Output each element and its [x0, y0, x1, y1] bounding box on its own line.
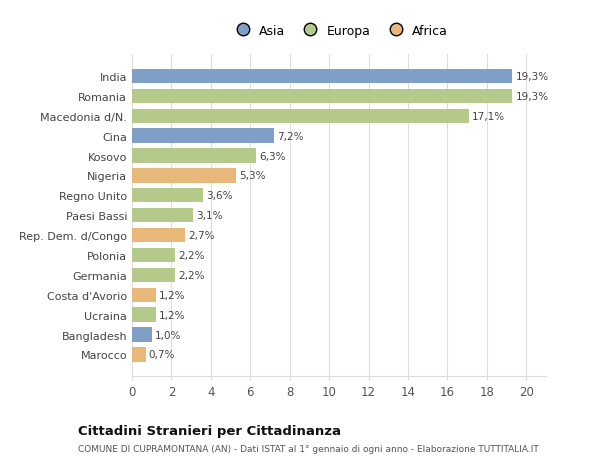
Text: 1,2%: 1,2%: [158, 310, 185, 320]
Text: 17,1%: 17,1%: [472, 112, 505, 122]
Text: 19,3%: 19,3%: [515, 92, 548, 101]
Text: 3,1%: 3,1%: [196, 211, 223, 221]
Bar: [132, 229, 185, 243]
Bar: [132, 347, 146, 362]
Text: 2,2%: 2,2%: [178, 270, 205, 280]
Text: 1,2%: 1,2%: [158, 290, 185, 300]
Bar: [132, 149, 256, 163]
Text: Cittadini Stranieri per Cittadinanza: Cittadini Stranieri per Cittadinanza: [78, 425, 341, 437]
Bar: [132, 109, 469, 123]
Bar: [132, 129, 274, 144]
Text: 2,7%: 2,7%: [188, 230, 215, 241]
Bar: [132, 90, 512, 104]
Text: 0,7%: 0,7%: [149, 350, 175, 359]
Bar: [132, 169, 236, 183]
Bar: [132, 248, 175, 263]
Bar: [132, 268, 175, 282]
Text: COMUNE DI CUPRAMONTANA (AN) - Dati ISTAT al 1° gennaio di ogni anno - Elaborazio: COMUNE DI CUPRAMONTANA (AN) - Dati ISTAT…: [78, 444, 539, 453]
Legend: Asia, Europa, Africa: Asia, Europa, Africa: [226, 20, 452, 43]
Bar: [132, 288, 155, 302]
Text: 3,6%: 3,6%: [206, 191, 232, 201]
Text: 5,3%: 5,3%: [239, 171, 266, 181]
Bar: [132, 70, 512, 84]
Text: 7,2%: 7,2%: [277, 131, 304, 141]
Text: 19,3%: 19,3%: [515, 72, 548, 82]
Text: 6,3%: 6,3%: [259, 151, 286, 161]
Text: 1,0%: 1,0%: [155, 330, 181, 340]
Bar: [132, 308, 155, 322]
Text: 2,2%: 2,2%: [178, 251, 205, 260]
Bar: [132, 328, 152, 342]
Bar: [132, 208, 193, 223]
Bar: [132, 189, 203, 203]
